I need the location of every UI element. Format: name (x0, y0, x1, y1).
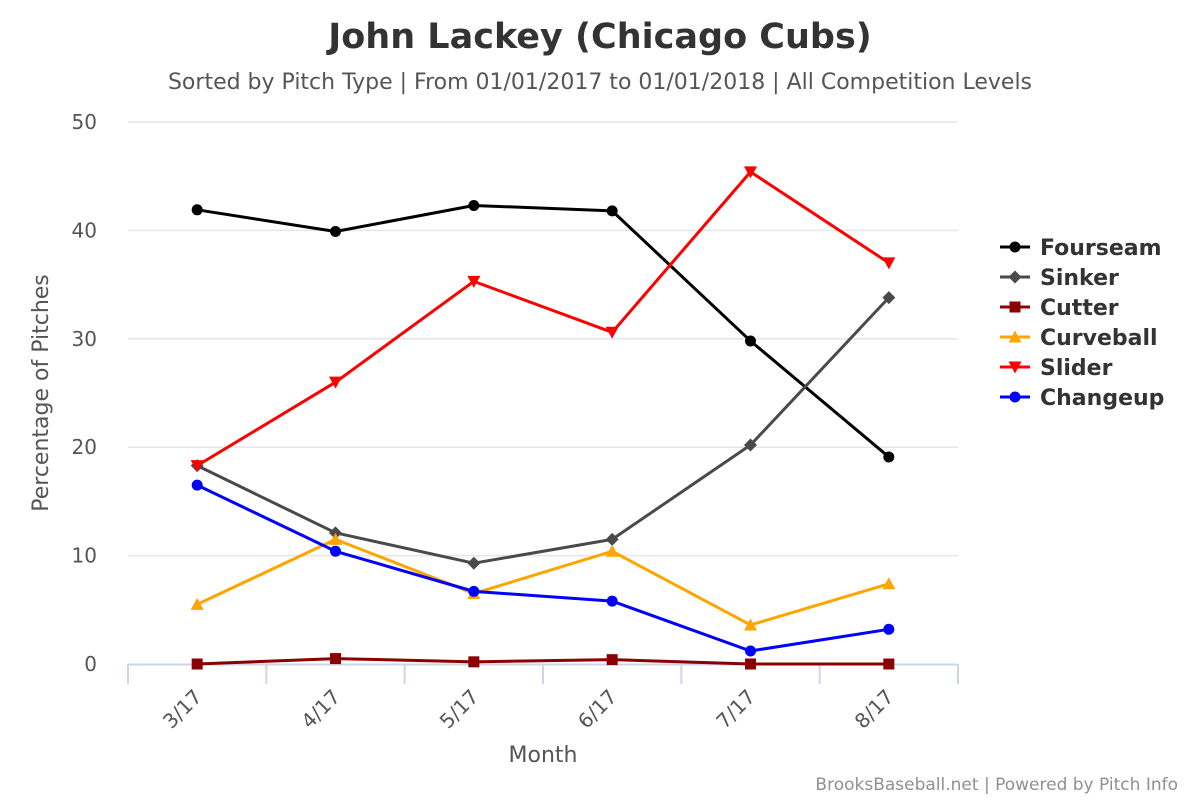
curveball-line (195, 537, 891, 627)
fourseam-point[interactable] (606, 205, 618, 217)
fourseam-point[interactable] (883, 451, 895, 463)
slider-line (195, 170, 891, 468)
curveball-point[interactable] (605, 544, 619, 557)
changeup-point[interactable] (468, 585, 480, 597)
y-tick-label: 30 (72, 327, 97, 351)
slider-point[interactable] (329, 376, 342, 389)
cutter-point[interactable] (191, 658, 203, 670)
legend-label: Cutter (1040, 296, 1119, 321)
series-lines (190, 166, 896, 670)
gridlines (128, 121, 958, 557)
series-curveball (190, 532, 896, 631)
slider-point[interactable] (882, 257, 896, 270)
changeup-line (195, 483, 891, 653)
x-tick-label: 6/17 (573, 685, 622, 734)
cutter-point[interactable] (468, 656, 480, 668)
sinker-point[interactable] (467, 556, 481, 570)
legend-label: Sinker (1040, 266, 1119, 291)
series-fourseam (191, 199, 895, 463)
chart-subtitle: Sorted by Pitch Type | From 01/01/2017 t… (168, 70, 1032, 95)
slider-point[interactable] (744, 166, 757, 179)
curveball-point[interactable] (329, 532, 342, 545)
curveball-point[interactable] (882, 577, 896, 590)
x-tick-label: 3/17 (158, 685, 207, 734)
sinker-point[interactable] (882, 291, 896, 305)
y-axis-title: Percentage of Pitches (29, 274, 54, 512)
sinker-line (195, 296, 891, 565)
legend-marker[interactable] (1009, 301, 1021, 313)
series-cutter (191, 653, 895, 670)
legend-marker[interactable] (1008, 270, 1022, 284)
credits[interactable]: BrooksBaseball.net | Powered by Pitch In… (815, 775, 1178, 795)
cutter-point[interactable] (330, 653, 341, 665)
legend-marker[interactable] (1009, 391, 1021, 403)
y-tick-label: 0 (84, 652, 97, 676)
legend-marker[interactable] (1009, 241, 1021, 253)
y-axis-ticks: 0 10 20 30 40 50 (72, 110, 97, 676)
changeup-point[interactable] (191, 479, 203, 491)
legend-label: Fourseam (1040, 236, 1162, 261)
y-tick-label: 40 (72, 218, 97, 242)
fourseam-point[interactable] (468, 199, 480, 211)
cutter-line (195, 657, 891, 666)
fourseam-point[interactable] (745, 335, 756, 347)
x-tick-label: 4/17 (296, 685, 345, 734)
x-tick-label: 8/17 (850, 685, 899, 734)
legend-item-changeup[interactable]: Changeup (1000, 386, 1164, 411)
chart-title: John Lackey (Chicago Cubs) (326, 17, 872, 57)
series-changeup (191, 479, 895, 657)
changeup-point[interactable] (606, 595, 618, 607)
x-axis: 3/17 4/17 5/17 6/17 7/17 8/17 (127, 663, 959, 734)
changeup-point[interactable] (330, 545, 341, 557)
legend-item-sinker[interactable]: Sinker (1000, 266, 1119, 291)
fourseam-line (195, 203, 891, 459)
cutter-point[interactable] (745, 658, 756, 670)
series-slider (190, 166, 896, 473)
series-sinker (190, 291, 896, 570)
legend-item-slider[interactable]: Slider (1000, 356, 1113, 381)
slider-point[interactable] (190, 460, 204, 473)
fourseam-point[interactable] (330, 225, 341, 237)
legend-label: Changeup (1040, 386, 1164, 411)
changeup-point[interactable] (883, 623, 895, 635)
cutter-point[interactable] (606, 654, 618, 666)
changeup-point[interactable] (745, 645, 756, 657)
y-tick-label: 10 (72, 544, 97, 568)
sinker-point[interactable] (605, 532, 619, 546)
curveball-point[interactable] (744, 618, 757, 631)
legend-marker[interactable] (1008, 330, 1022, 343)
curveball-point[interactable] (190, 597, 204, 610)
sinker-point[interactable] (744, 438, 757, 452)
y-tick-label: 20 (72, 435, 97, 459)
fourseam-point[interactable] (191, 204, 203, 216)
x-tick-label: 7/17 (711, 685, 760, 734)
legend-label: Slider (1040, 356, 1113, 381)
legend-item-cutter[interactable]: Cutter (1000, 296, 1119, 321)
legend[interactable]: Fourseam Sinker Cutter Curveball Slider Chang… (1000, 236, 1164, 411)
cutter-point[interactable] (883, 658, 895, 670)
slider-point[interactable] (605, 326, 619, 339)
legend-item-fourseam[interactable]: Fourseam (1000, 236, 1162, 261)
legend-label: Curveball (1040, 326, 1158, 351)
legend-marker[interactable] (1008, 361, 1022, 374)
y-tick-label: 50 (72, 110, 97, 134)
legend-item-curveball[interactable]: Curveball (1000, 326, 1158, 351)
x-axis-title: Month (509, 743, 578, 768)
slider-point[interactable] (467, 275, 481, 288)
x-tick-label: 5/17 (435, 685, 484, 734)
sinker-point[interactable] (329, 526, 342, 540)
